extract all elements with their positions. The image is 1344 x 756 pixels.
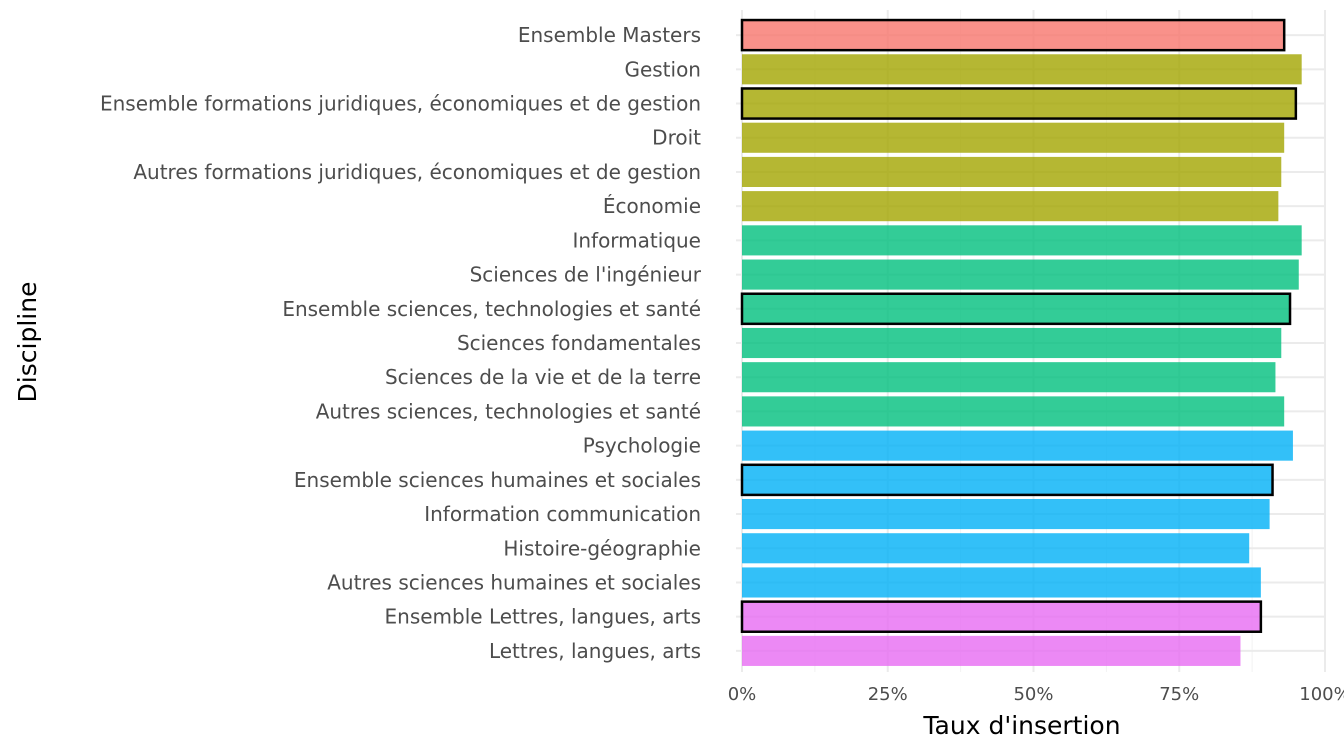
x-tick-label: 75% — [1159, 684, 1199, 705]
y-tick-label: Gestion — [624, 57, 701, 81]
y-tick-label: Ensemble Masters — [518, 23, 701, 47]
bar — [742, 54, 1302, 85]
y-tick-label: Autres formations juridiques, économique… — [133, 160, 701, 184]
bar — [740, 463, 1274, 497]
y-tick-label: Sciences fondamentales — [457, 331, 701, 355]
bar — [742, 327, 1282, 359]
y-tick-label: Ensemble sciences humaines et sociales — [294, 468, 701, 492]
bar — [742, 191, 1279, 222]
bar — [740, 18, 1286, 52]
x-tick-label: 100% — [1299, 684, 1344, 705]
y-tick-label: Lettres, langues, arts — [489, 639, 701, 663]
bar — [742, 635, 1241, 666]
bar — [740, 292, 1292, 326]
bar — [742, 225, 1302, 256]
x-axis-title: Taux d'insertion — [922, 711, 1120, 740]
y-tick-label: Information communication — [424, 502, 701, 526]
y-tick-label: Sciences de l'ingénieur — [470, 263, 702, 287]
y-tick-labels: Ensemble Masters Gestion Ensemble formatio… — [100, 23, 702, 663]
bar — [740, 600, 1263, 633]
x-tick-labels: 0% 25% 50% 75% 100% — [728, 684, 1344, 705]
y-tick-label: Autres sciences humaines et sociales — [327, 570, 701, 594]
bars — [740, 18, 1302, 666]
bar — [742, 362, 1276, 393]
bar — [742, 259, 1299, 290]
bar — [742, 533, 1250, 564]
y-tick-label: Économie — [603, 194, 701, 218]
y-tick-label: Psychologie — [583, 434, 701, 458]
bar — [740, 87, 1298, 120]
y-tick-label: Histoire-géographie — [503, 536, 701, 560]
bar — [742, 396, 1285, 427]
x-tick-label: 0% — [728, 684, 757, 705]
y-axis-title: Discipline — [13, 282, 42, 403]
x-tick-label: 25% — [868, 684, 908, 705]
bar — [742, 499, 1270, 530]
y-tick-label: Autres sciences, technologies et santé — [316, 399, 701, 423]
y-tick-label: Droit — [652, 126, 701, 150]
y-tick-label: Ensemble formations juridiques, économiq… — [100, 92, 701, 116]
y-tick-label: Informatique — [572, 228, 701, 252]
bar — [742, 430, 1293, 461]
bar — [742, 122, 1285, 153]
y-tick-label: Ensemble sciences, technologies et santé — [282, 297, 701, 321]
y-tick-label: Sciences de la vie et de la terre — [385, 365, 701, 389]
y-tick-label: Ensemble Lettres, langues, arts — [385, 605, 701, 629]
bar — [742, 156, 1282, 187]
x-tick-label: 50% — [1013, 684, 1053, 705]
bar — [742, 567, 1261, 598]
